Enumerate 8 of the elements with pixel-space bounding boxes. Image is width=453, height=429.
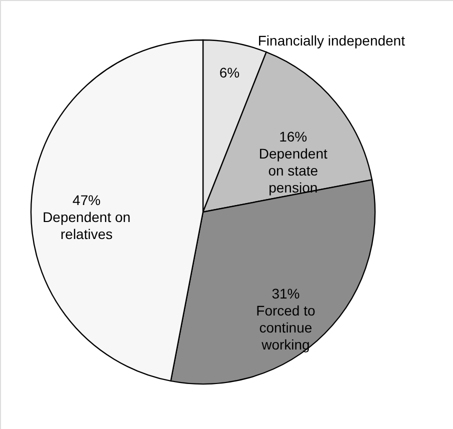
data-label: 47% [72,192,101,208]
data-label: 31% [272,286,300,302]
slice-label: Dependent on state pension [258,145,328,196]
slice-label: Financially independent [258,32,406,49]
slice-label: Forced to continue working [256,302,316,353]
data-label: 16% [279,128,308,144]
data-label: 6% [219,64,240,80]
slice-label: Dependent on relatives [42,208,131,242]
